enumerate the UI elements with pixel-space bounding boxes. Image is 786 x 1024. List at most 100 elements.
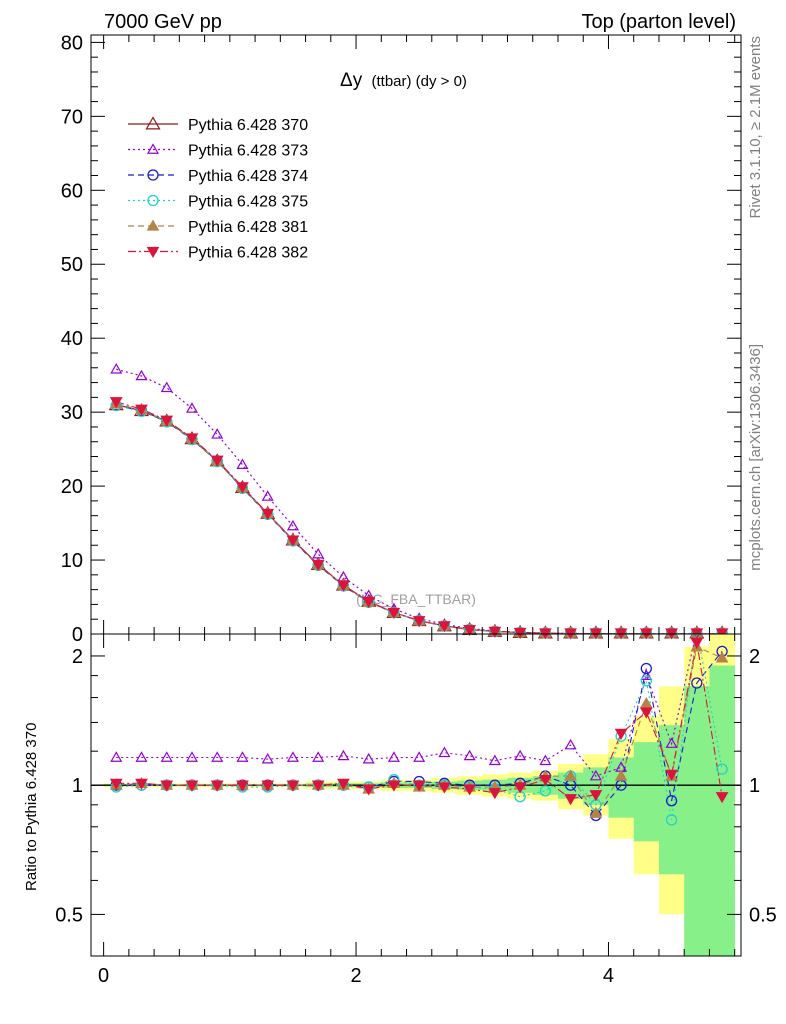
main-data-point: [135, 369, 148, 381]
legend-marker: [146, 219, 160, 231]
main-watermark-text: (MC_FBA_TTBAR): [356, 591, 476, 607]
main-title-symbol: Δy: [340, 70, 363, 91]
ratio-data-point: [135, 778, 148, 790]
ratio-data-point: [692, 634, 701, 636]
ratio-data-point: [312, 751, 325, 762]
ratio-data-point: [488, 754, 501, 766]
header-process: Top (parton level): [581, 11, 736, 33]
legend-marker: [146, 246, 160, 259]
ratio-band-green: [633, 742, 660, 842]
ratio-data-point: [488, 788, 502, 800]
ratio-data-point: [463, 749, 476, 761]
ratio-data-point: [691, 677, 703, 689]
ratio-data-point: [261, 752, 274, 764]
legend-marker: [146, 143, 160, 154]
ratio-data-point: [236, 751, 249, 762]
ratio-data-point: [463, 784, 477, 796]
main-data-point: [286, 519, 299, 531]
ratio-data-point: [539, 775, 552, 787]
ratio-data-point: [362, 752, 375, 764]
main-data-point: [109, 397, 123, 409]
main-data-point: [135, 404, 148, 416]
legend-marker: [147, 169, 159, 181]
ratio-data-point: [665, 814, 678, 826]
ratio-series-line: [116, 634, 697, 777]
main-y-tick-label: 40: [61, 328, 83, 350]
legend-entry-label: Pythia 6.428 382: [188, 245, 308, 262]
ratio-data-point: [337, 749, 350, 761]
ratio-data-point: [513, 782, 527, 794]
ratio-band-green: [684, 686, 710, 956]
main-data-point: [312, 547, 325, 559]
ratio-y-axis: 0.5 0.5 1 1 2 2: [55, 646, 777, 926]
ratio-data-point: [311, 780, 325, 792]
header-energy: 7000 GeV pp: [104, 11, 222, 33]
ratio-data-point: [665, 737, 678, 748]
main-data-point: [387, 607, 401, 620]
legend-entry-label: Pythia 6.428 381: [188, 219, 308, 236]
ratio-band-green: [608, 757, 635, 818]
ratio-data-point: [362, 784, 376, 796]
main-data-point: [337, 580, 350, 592]
main-data-point: [185, 433, 199, 445]
ratio-data-point: [589, 769, 602, 781]
main-y-tick-label: 20: [61, 476, 83, 498]
ratio-data-point: [110, 751, 123, 762]
main-y-tick-label: 0: [72, 624, 83, 646]
ratio-data-point: [640, 669, 653, 680]
ratio-band-green: [709, 665, 735, 956]
main-data-point: [261, 508, 275, 520]
ratio-x-tick-label: 2: [350, 965, 361, 987]
main-y-tick-label: 30: [61, 402, 83, 424]
main-data-point: [362, 596, 376, 608]
main-data-point: [236, 482, 249, 494]
ratio-data-point: [715, 651, 729, 663]
ratio-data-point: [614, 769, 628, 781]
ratio-data-point: [387, 751, 400, 762]
ratio-data-point: [640, 662, 652, 675]
ratio-y-tick-label: 2: [72, 646, 83, 668]
ratio-data-point: [135, 751, 148, 762]
main-series-markers: [108, 363, 730, 640]
ratio-data-point: [387, 780, 401, 792]
ratio-x-tick-label: 0: [98, 965, 109, 987]
ratio-data-point: [438, 746, 451, 758]
ratio-data-point: [286, 780, 300, 792]
main-y-axis: 0 10 20 30 40 50 60 70 80: [61, 32, 741, 646]
main-data-point: [210, 455, 224, 467]
legend-entry-label: Pythia 6.428 374: [188, 168, 308, 185]
main-data-point: [160, 415, 174, 427]
ratio-y-tick-label-right: 1: [749, 775, 760, 797]
ratio-data-point: [337, 778, 350, 790]
main-data-point: [110, 363, 123, 374]
legend-marker: [147, 194, 159, 207]
ratio-data-point: [716, 763, 728, 775]
main-data-point: [211, 428, 224, 439]
ratio-data-point: [438, 782, 451, 794]
ratio-x-tick-label: 4: [603, 965, 614, 987]
main-data-point: [311, 559, 325, 571]
main-data-point: [412, 616, 426, 628]
ratio-data-point: [160, 780, 174, 792]
legend-entry-label: Pythia 6.428 370: [188, 117, 308, 134]
main-data-point: [185, 402, 199, 413]
ratio-data-point: [185, 780, 199, 792]
ratio-data-point: [210, 780, 224, 792]
main-data-point: [463, 624, 477, 637]
ratio-data-point: [564, 794, 577, 806]
main-data-point: [438, 621, 451, 633]
main-data-point: [261, 490, 274, 501]
main-data-point: [236, 458, 249, 470]
ratio-data-point: [639, 707, 653, 719]
main-y-tick-label: 50: [61, 254, 83, 276]
ratio-data-point: [640, 675, 652, 687]
ratio-data-point: [185, 751, 199, 762]
legend: Pythia 6.428 370 Pythia 6.428 373 Pythia 6…: [128, 116, 308, 262]
ratio-data-point: [539, 754, 552, 766]
ratio-data-point: [589, 806, 603, 818]
main-data-point: [513, 627, 527, 640]
ratio-y-tick-label-right: 0.5: [749, 904, 777, 926]
legend-entry-label: Pythia 6.428 373: [188, 143, 308, 160]
main-title: Δy (ttbar) (dy > 0): [340, 70, 467, 91]
